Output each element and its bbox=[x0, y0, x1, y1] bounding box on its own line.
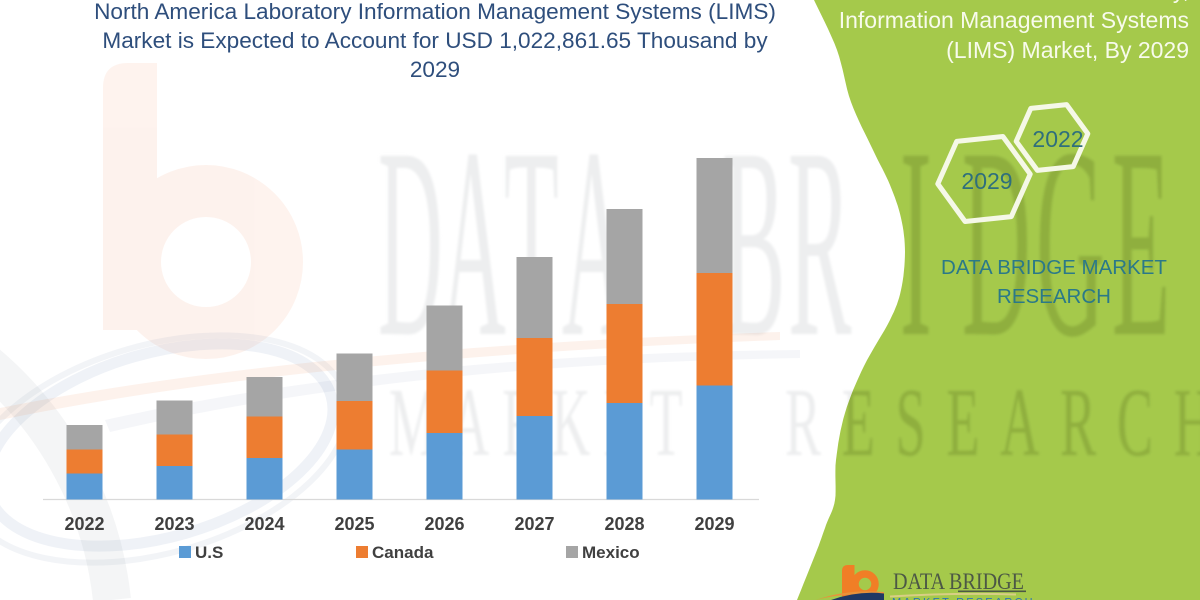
svg-text:MARKET RESEARCH: MARKET RESEARCH bbox=[892, 597, 1035, 600]
svg-text:G: G bbox=[1036, 92, 1105, 394]
svg-text:E: E bbox=[1112, 92, 1170, 394]
svg-text:DATA BRIDGE: DATA BRIDGE bbox=[893, 569, 1024, 594]
svg-text:I: I bbox=[900, 92, 932, 394]
svg-text:I: I bbox=[900, 92, 932, 394]
svg-text:G: G bbox=[1036, 92, 1105, 394]
svg-text:RESEARCH: RESEARCH bbox=[785, 369, 1200, 477]
svg-text:RESEARCH: RESEARCH bbox=[785, 369, 1200, 477]
svg-text:R: R bbox=[788, 92, 852, 394]
svg-text:B: B bbox=[722, 92, 786, 394]
svg-text:E: E bbox=[1112, 92, 1170, 394]
